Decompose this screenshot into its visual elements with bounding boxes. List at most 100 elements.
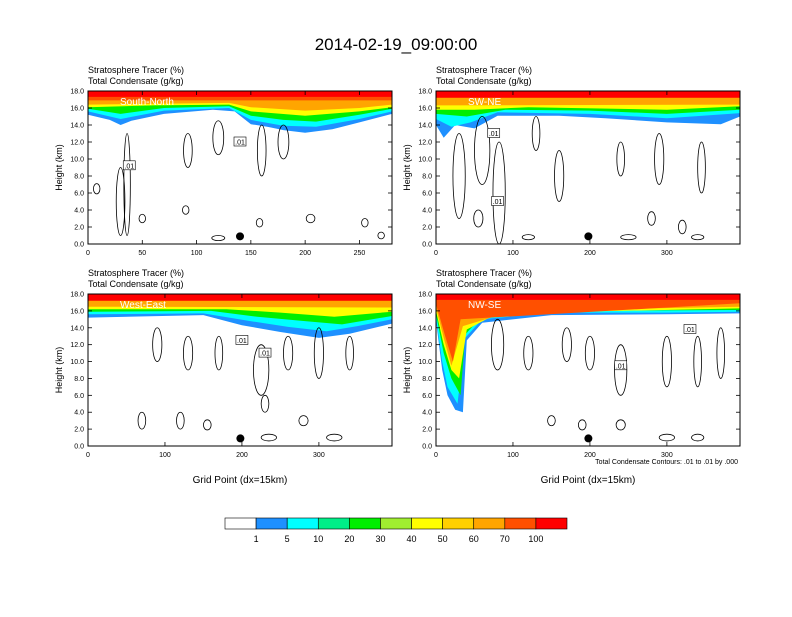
panel-frame [87,293,393,447]
condensate-contour [361,218,369,228]
panel-label: NW-SE [468,300,501,311]
colorbar-swatch [411,517,443,530]
condensate-contour [214,335,224,371]
panel-label: West-East [120,300,166,311]
y-tick-label: 18.0 [70,89,84,96]
y-tick-label: 14.0 [418,325,432,332]
y-tick-label: 0.0 [74,242,84,249]
y-tick-label: 16.0 [70,308,84,315]
condensate-contour [260,394,270,413]
contour-label: .01 [237,338,247,345]
y-tick-label: 8.0 [74,376,84,383]
colorbar-label: 70 [500,534,510,544]
location-marker [584,434,593,443]
y-tick-label: 12.0 [70,342,84,349]
y-tick-label: 10.0 [418,359,432,366]
condensate-contour [260,433,277,442]
condensate-contour [93,183,101,195]
colorbar-swatch [535,517,568,530]
condensate-contour [452,133,466,219]
contour-label: .01 [616,363,626,370]
y-tick-label: 6.0 [74,191,84,198]
condensate-contour [277,124,290,160]
contour-label-box [235,335,249,345]
y-tick-label: 2.0 [74,427,84,434]
y-axis-label: Height (km) [54,347,64,394]
x-axis-label: Grid Point (dx=15km) [193,475,288,486]
panel-label: South-North [120,97,174,108]
contour-label-box [491,196,504,206]
y-tick-label: 0.0 [422,242,432,249]
condensate-contour [313,327,324,379]
condensate-contour [697,141,706,194]
x-tick-label: 300 [661,452,673,459]
y-tick-label: 16.0 [70,106,84,113]
panel-frame [435,90,741,245]
colorbar-swatch [349,517,381,530]
y-tick-label: 12.0 [70,140,84,147]
condensate-contour [716,327,726,379]
condensate-contour [584,335,595,371]
condensate-contour [554,150,565,202]
condensate-contour [256,124,267,177]
x-tick-label: 0 [86,250,90,257]
colorbar-swatch [224,517,257,530]
colorbar-swatch [317,517,350,530]
condensate-contour [152,327,163,362]
condensate-contour [491,318,505,371]
plot-area: .01 .01 West-East [88,294,392,446]
y-axis-label: Height (km) [402,144,412,191]
condensate-contour [211,235,226,241]
y-tick-label: 4.0 [422,208,432,215]
contour-label-box [122,160,136,171]
y-tick-label: 8.0 [74,174,84,181]
tracer-layer [436,91,740,98]
contour-label: .01 [493,199,503,206]
y-tick-label: 14.0 [70,325,84,332]
condensate-contour [691,234,705,241]
condensate-contour [176,411,185,430]
condensate-contour [521,234,535,241]
panel-1: .01 .01 South-North Stratosphere Tracer (%)… [54,65,393,257]
condensate-contour [678,219,687,235]
y-tick-label: 10.0 [70,359,84,366]
panel-title-line2: Total Condensate (g/kg) [88,279,184,289]
y-tick-label: 10.0 [418,157,432,164]
tracer-layer [436,294,740,362]
contour-note: Total Condensate Contours: .01 to .01 by… [595,459,738,466]
y-tick-label: 6.0 [422,393,432,400]
y-tick-label: 0.0 [74,444,84,451]
contour-label-box [258,347,272,358]
condensate-contour [305,213,316,224]
plot-area: .01 .01 SW-NE [436,91,740,244]
panel-3: .01 .01 West-East Stratosphere Tracer (%)To… [54,268,393,486]
location-marker [236,434,245,443]
condensate-contour [577,419,587,431]
condensate-contour [693,335,702,388]
colorbar: 1 5 10 20 30 40 50 60 70 100 [224,517,568,544]
y-tick-label: 16.0 [418,308,432,315]
y-tick-label: 2.0 [422,427,432,434]
condensate-contour [547,415,556,427]
y-tick-label: 0.0 [422,444,432,451]
colorbar-swatch [473,517,506,530]
condensate-contour [377,231,385,240]
x-tick-label: 300 [313,452,325,459]
condensate-contour [647,211,656,226]
y-tick-label: 2.0 [74,225,84,232]
colorbar-swatch [286,517,319,530]
condensate-contour [523,335,534,371]
x-tick-label: 50 [138,250,146,257]
y-tick-label: 4.0 [74,208,84,215]
contour-label-box [487,128,501,138]
colorbar-swatch [504,517,537,530]
condensate-contour [658,433,675,442]
y-tick-label: 14.0 [70,123,84,130]
panel-title-line2: Total Condensate (g/kg) [436,279,532,289]
colorbar-swatch [442,517,475,530]
y-tick-label: 6.0 [74,393,84,400]
panel-title-line1: Stratosphere Tracer (%) [88,268,184,278]
plot-area: .01 .01 South-North [88,91,392,244]
condensate-contour [620,234,637,241]
y-axis-label: Height (km) [402,347,412,394]
